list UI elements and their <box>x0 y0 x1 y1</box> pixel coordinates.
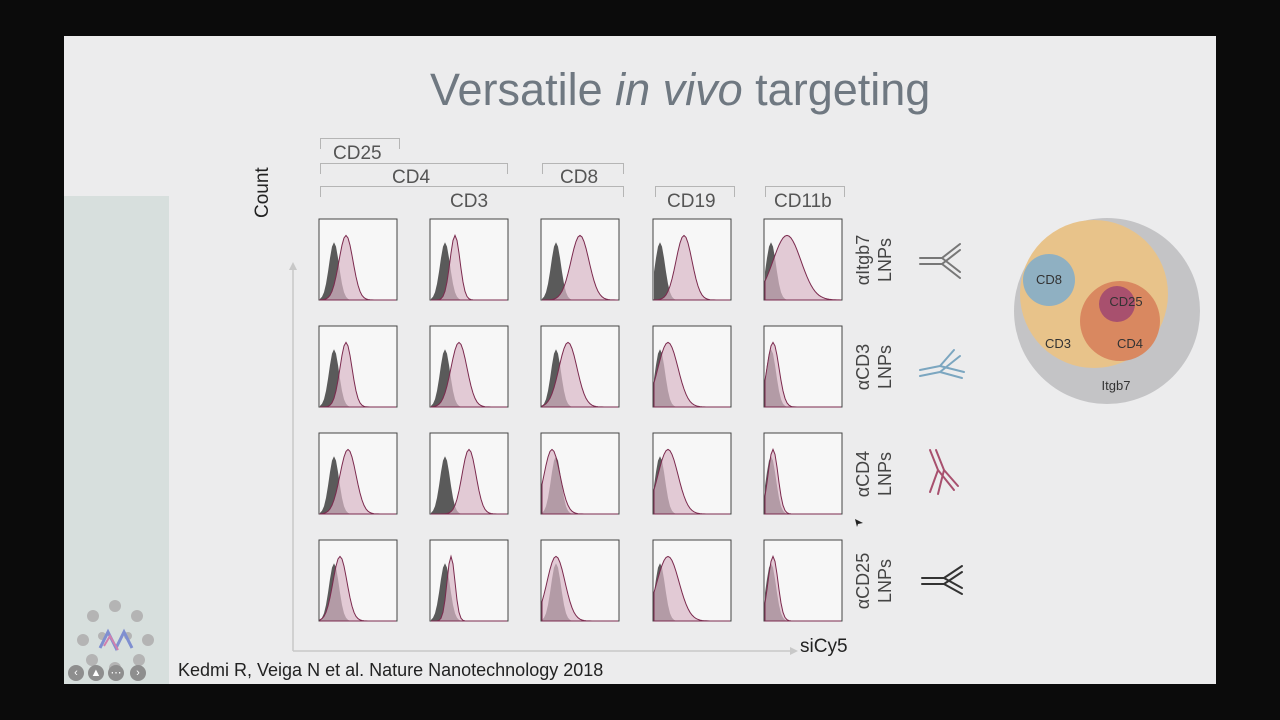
histogram-panel <box>540 218 620 301</box>
next-slide-button[interactable]: › <box>130 665 146 681</box>
more-options-button[interactable]: ⋯ <box>108 665 124 681</box>
row-suffix: LNPs <box>875 238 895 283</box>
column-header-cd25: CD25 <box>333 143 382 164</box>
cd19-bracket <box>655 186 735 197</box>
venn-cd8-circle <box>1023 254 1075 306</box>
histogram-panel <box>763 218 843 301</box>
title-text-italic: in vivo <box>615 64 743 115</box>
treated-histogram <box>764 341 841 408</box>
histogram-panel <box>652 539 732 622</box>
row-label-itgb7: αItgb7 LNPs <box>852 215 906 305</box>
column-header-cd11b: CD11b <box>774 191 832 212</box>
x-axis-label: siCy5 <box>800 636 848 657</box>
venn-label-cd4: CD4 <box>1117 336 1143 351</box>
treated-histogram <box>319 448 396 515</box>
slide: Versatile in vivo targeting CD25 CD4 CD8… <box>64 36 1216 684</box>
cd4-bracket <box>320 163 508 174</box>
control-histogram <box>431 456 507 514</box>
title-text-post: targeting <box>742 64 931 115</box>
histogram-panel <box>763 325 843 408</box>
histogram-panel <box>652 325 732 408</box>
histogram-panel <box>429 432 509 515</box>
slide-title: Versatile in vivo targeting <box>430 64 930 116</box>
prev-slide-button[interactable]: ‹ <box>68 665 84 681</box>
histogram-panel <box>540 539 620 622</box>
antibody-icon <box>919 243 961 279</box>
histogram-panel <box>429 218 509 301</box>
venn-diagram: CD8 CD25 CD3 CD4 Itgb7 <box>1014 218 1200 404</box>
venn-label-itgb7: Itgb7 <box>1102 378 1131 393</box>
y-axis-label: Count <box>252 167 273 218</box>
row-antibody: αItgb7 <box>853 234 873 286</box>
treated-histogram <box>319 555 396 622</box>
treated-histogram <box>653 341 730 408</box>
treated-histogram <box>653 234 730 301</box>
row-suffix: LNPs <box>875 452 895 497</box>
row-antibody: αCD25 <box>853 552 873 610</box>
row-label-cd4: αCD4 LNPs <box>852 429 906 519</box>
treated-histogram <box>541 341 618 408</box>
histogram-panel <box>540 325 620 408</box>
row-label-cd3: αCD3 LNPs <box>852 322 906 412</box>
histogram-panel <box>540 432 620 515</box>
treated-histogram <box>542 234 618 301</box>
cd8-bracket <box>542 163 624 174</box>
column-header-cd8: CD8 <box>560 167 599 188</box>
cd11b-bracket <box>765 186 845 197</box>
treated-histogram <box>541 448 618 515</box>
row-suffix: LNPs <box>875 559 895 604</box>
treated-histogram <box>430 341 507 408</box>
treated-histogram <box>319 234 396 301</box>
treated-histogram <box>320 341 396 408</box>
treated-histogram <box>431 554 507 622</box>
histogram-panel <box>763 432 843 515</box>
column-header-cd3: CD3 <box>450 191 489 212</box>
treated-histogram <box>541 555 618 622</box>
row-antibody: αCD4 <box>853 450 873 498</box>
treated-histogram <box>431 234 507 301</box>
cd3-bracket <box>320 186 624 197</box>
treated-histogram <box>764 234 842 301</box>
treated-histogram <box>431 448 507 515</box>
treated-histogram <box>764 448 841 515</box>
antibody-icon <box>929 449 959 495</box>
histogram-panel <box>429 325 509 408</box>
column-header-cd4: CD4 <box>392 167 431 188</box>
row-antibody: αCD3 <box>853 343 873 391</box>
mouse-cursor-icon <box>855 519 863 527</box>
treated-histogram <box>653 555 730 622</box>
histogram-panel <box>318 539 398 622</box>
venn-label-cd25: CD25 <box>1109 294 1142 309</box>
histogram-panel <box>318 325 398 408</box>
treated-histogram <box>653 448 730 515</box>
row-suffix: LNPs <box>875 345 895 390</box>
histogram-panel <box>429 539 509 622</box>
slide-navigation: ‹ ▲ ⋯ › <box>68 665 148 683</box>
treated-histogram <box>764 555 841 622</box>
cd25-bracket <box>320 138 400 149</box>
histogram-panel <box>763 539 843 622</box>
venn-cd25-circle <box>1099 286 1135 322</box>
histogram-panel <box>652 218 732 301</box>
title-text-pre: Versatile <box>430 64 616 115</box>
row-label-cd25: αCD25 LNPs <box>852 536 906 626</box>
histogram-panel <box>652 432 732 515</box>
venn-label-cd3: CD3 <box>1045 336 1071 351</box>
control-histogram <box>542 242 618 300</box>
column-header-cd19: CD19 <box>667 191 716 212</box>
histogram-panel <box>318 432 398 515</box>
antibody-icon <box>919 349 965 379</box>
control-histogram <box>654 242 730 300</box>
citation: Kedmi R, Veiga N et al. Nature Nanotechn… <box>178 660 604 680</box>
antibody-icon <box>921 565 963 595</box>
venn-label-cd8: CD8 <box>1036 272 1062 287</box>
annotate-button[interactable]: ▲ <box>88 665 104 681</box>
histogram-panel <box>318 218 398 301</box>
